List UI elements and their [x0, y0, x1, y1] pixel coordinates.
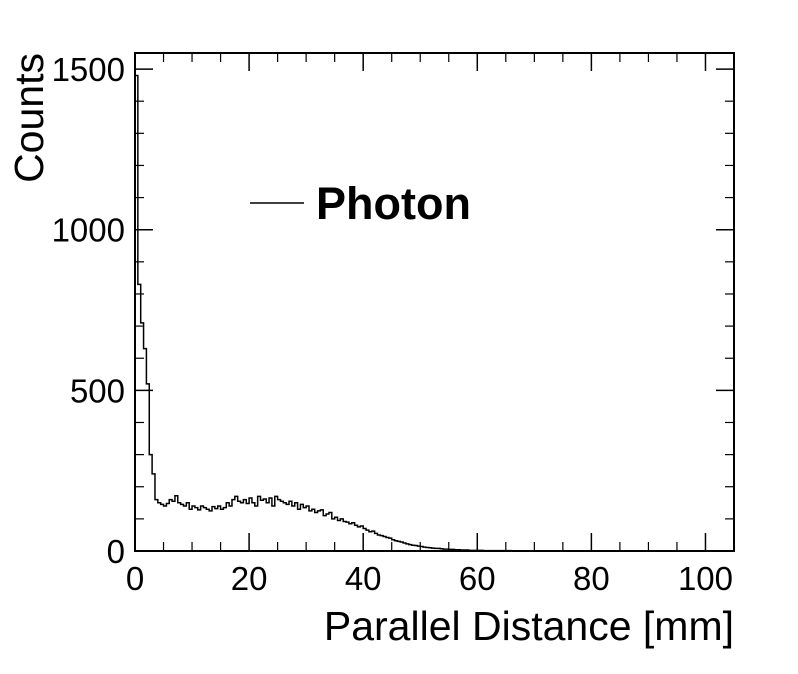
x-tick-label: 80	[573, 560, 610, 597]
y-axis-title: Counts	[6, 53, 52, 183]
legend-label-photon: Photon	[316, 178, 471, 229]
x-tick-label: 0	[126, 560, 144, 597]
y-tick-label: 1500	[52, 51, 125, 88]
x-tick-label: 60	[459, 560, 496, 597]
y-axis-ticks: 0 500 1000 1500	[52, 51, 734, 570]
histogram-step-line	[134, 74, 706, 552]
x-tick-label: 40	[345, 560, 382, 597]
photon-series	[134, 74, 706, 552]
y-tick-label: 0	[107, 533, 125, 570]
y-tick-label: 1000	[52, 212, 125, 249]
x-tick-label: 20	[231, 560, 268, 597]
y-tick-label: 500	[70, 372, 125, 409]
x-axis-title: Parallel Distance [mm]	[324, 603, 734, 649]
x-tick-label: 100	[678, 560, 733, 597]
x-axis-ticks: 0 20 40 60 80 100	[126, 53, 733, 597]
plot-frame	[134, 52, 735, 552]
